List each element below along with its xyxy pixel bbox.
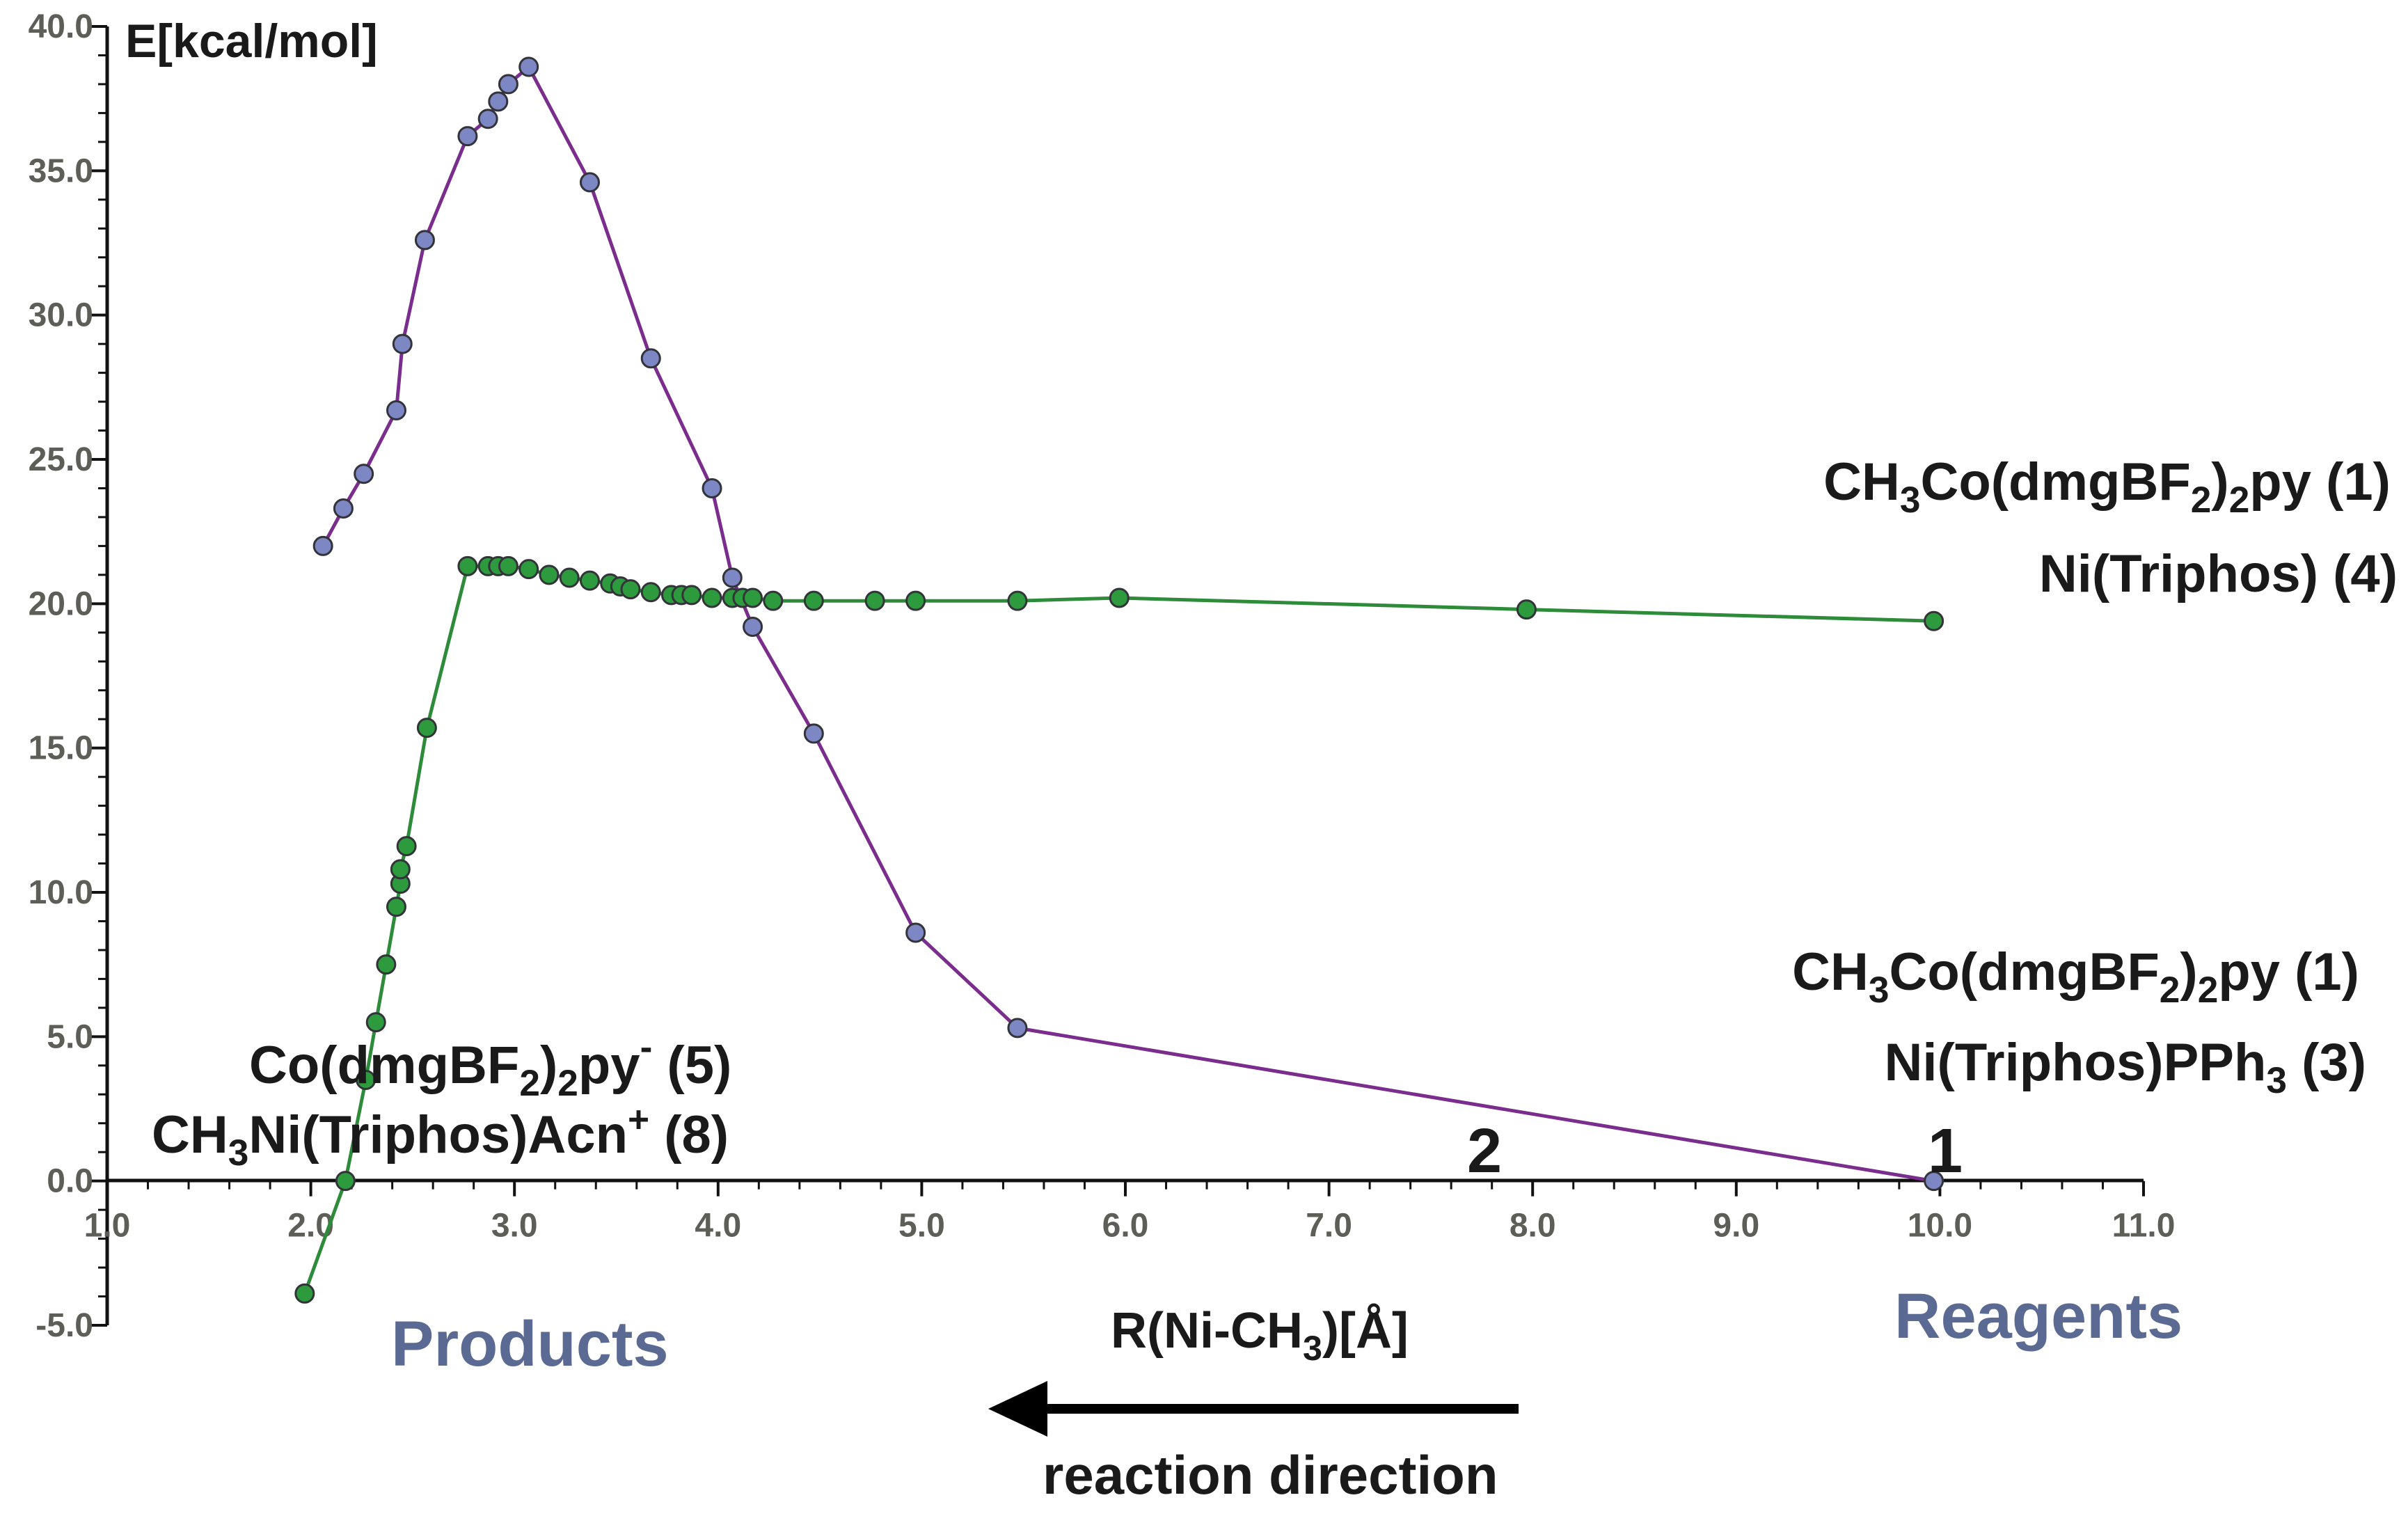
marker-label-2: 2 <box>1467 1116 1502 1186</box>
purple-data-point <box>579 172 600 193</box>
green-data-point <box>386 897 406 917</box>
green-data-point <box>335 1171 356 1192</box>
x-tick-label: 11.0 <box>2112 1208 2176 1245</box>
purple-data-point <box>702 477 722 498</box>
y-tick-label: 35.0 <box>29 152 93 189</box>
reagents-label: Reagents <box>1894 1281 2183 1352</box>
green-data-point <box>702 587 722 608</box>
green-data-point <box>640 582 661 603</box>
green-data-point <box>681 585 702 606</box>
purple-data-point <box>312 535 333 556</box>
reaction-direction-label: reaction direction <box>1043 1444 1498 1506</box>
x-axis-label: R(Ni-CH3)[Å] <box>1111 1303 1409 1368</box>
y-tick-label: 40.0 <box>29 8 93 45</box>
green-data-point <box>416 718 437 739</box>
green-data-point <box>1924 610 1944 631</box>
green-data-point <box>365 1012 386 1033</box>
purple-series-line <box>322 65 1935 1183</box>
annotation-lower-right-1: CH3Co(dmgBF2)2py (1) <box>1792 942 2359 1011</box>
purple-data-point <box>518 56 539 77</box>
x-tick-label: 4.0 <box>695 1208 741 1245</box>
purple-data-point <box>803 723 824 744</box>
purple-data-point <box>488 91 509 112</box>
purple-data-point <box>477 109 498 129</box>
green-data-point <box>905 590 926 611</box>
y-tick-label: 15.0 <box>29 730 93 767</box>
green-series-line <box>303 564 1934 1295</box>
purple-data-point <box>905 922 926 943</box>
green-data-point <box>864 590 885 611</box>
purple-data-point <box>392 333 413 354</box>
green-data-point <box>579 570 600 591</box>
green-data-point <box>376 954 397 975</box>
green-data-point <box>1007 590 1028 611</box>
green-data-point <box>396 836 417 857</box>
y-tick-label: 0.0 <box>47 1163 93 1200</box>
x-tick-label: 9.0 <box>1713 1208 1759 1245</box>
x-tick-label: 8.0 <box>1510 1208 1556 1245</box>
purple-data-point <box>457 126 478 147</box>
purple-data-point <box>414 230 435 251</box>
purple-data-point <box>1007 1018 1028 1039</box>
green-data-point <box>1109 587 1130 608</box>
x-tick-label: 2.0 <box>287 1208 334 1245</box>
x-tick-label: 10.0 <box>1908 1208 1972 1245</box>
y-tick-label: 20.0 <box>29 585 93 622</box>
green-data-point <box>559 567 580 588</box>
x-tick-label: 7.0 <box>1306 1208 1352 1245</box>
products-label: Products <box>391 1309 669 1380</box>
annotation-left-2: CH3Ni(Triphos)Acn+ (8) <box>152 1099 729 1174</box>
green-data-point <box>498 555 518 576</box>
green-data-point <box>539 564 560 585</box>
annotation-upper-right-2: Ni(Triphos) (4) <box>2039 544 2398 603</box>
purple-data-point <box>1924 1171 1944 1192</box>
green-data-point <box>743 587 763 608</box>
annotation-upper-right-1: CH3Co(dmgBF2)2py (1) <box>1823 452 2391 521</box>
y-tick-label: 30.0 <box>29 297 93 334</box>
green-data-point <box>457 555 478 576</box>
annotation-lower-right-2: Ni(Triphos)PPh3 (3) <box>1885 1033 2366 1101</box>
green-data-point <box>620 579 641 600</box>
y-tick-label: 5.0 <box>47 1018 93 1055</box>
x-tick-label: 3.0 <box>491 1208 538 1245</box>
green-data-point <box>294 1283 315 1304</box>
purple-data-point <box>722 567 743 588</box>
y-tick-label: 25.0 <box>29 441 93 478</box>
x-tick-label: 5.0 <box>898 1208 945 1245</box>
green-data-point <box>390 859 411 880</box>
purple-data-point <box>743 617 763 638</box>
y-axis-label: E[kcal/mol] <box>125 15 378 68</box>
green-data-point <box>803 590 824 611</box>
green-data-point <box>763 590 784 611</box>
purple-data-point <box>640 348 661 369</box>
annotation-left-1: Co(dmgBF2)2py- (5) <box>249 1027 731 1104</box>
y-tick-label: 10.0 <box>29 874 93 911</box>
purple-data-point <box>333 498 354 519</box>
green-data-point <box>1516 599 1537 620</box>
marker-label-1: 1 <box>1928 1116 1963 1186</box>
purple-data-point <box>386 400 406 421</box>
x-tick-label: 1.0 <box>84 1208 131 1245</box>
x-tick-label: 6.0 <box>1102 1208 1149 1245</box>
green-data-point <box>356 1070 377 1091</box>
y-tick-label: -5.0 <box>35 1307 93 1344</box>
purple-data-point <box>498 74 518 95</box>
green-data-point <box>518 559 539 580</box>
purple-data-point <box>354 464 374 484</box>
reaction-direction-arrowhead <box>988 1381 1047 1437</box>
